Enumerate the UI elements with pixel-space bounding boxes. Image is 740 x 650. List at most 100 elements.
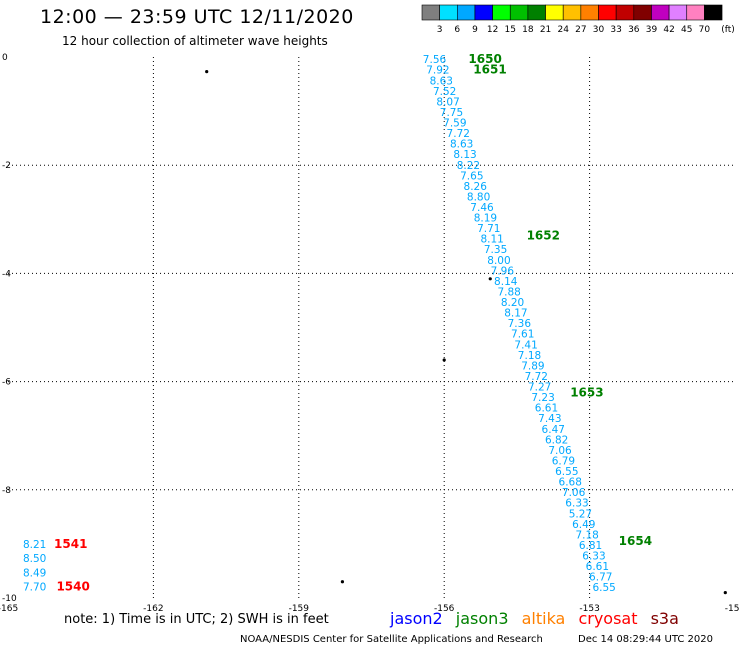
wave-height-label: 8.21 [23, 539, 46, 551]
wave-height-label: 8.19 [474, 213, 497, 225]
wave-height-label: 8.00 [487, 255, 510, 267]
wave-height-label: 6.79 [552, 455, 575, 467]
y-tick-label: -2 [2, 161, 11, 171]
wave-height-label: 5.27 [569, 508, 592, 520]
pass-time-label: 1540 [56, 580, 89, 594]
y-tick-label: -4 [2, 269, 11, 279]
wave-height-label: 7.43 [538, 413, 561, 425]
wave-height-label: 6.81 [579, 540, 602, 552]
y-tick-label: -8 [2, 486, 11, 496]
wave-height-label: 6.55 [555, 466, 578, 478]
pass-time-label: 1650 [468, 52, 501, 66]
wave-height-label: 7.41 [514, 339, 537, 351]
colorbar-level: 9 [472, 25, 478, 35]
legend-s3a: s3a [650, 609, 679, 628]
wave-height-label: 8.20 [501, 297, 524, 309]
x-tick-label: -159 [289, 604, 310, 614]
legend-cryosat: cryosat [578, 609, 638, 628]
footer-credit: NOAA/NESDIS Center for Satellite Applica… [240, 634, 543, 645]
wave-height-label: 7.70 [23, 582, 46, 594]
colorbar-level: 27 [575, 25, 586, 35]
page-title: 12:00 — 23:59 UTC 12/11/2020 [40, 6, 354, 28]
colorbar-level: 39 [646, 25, 658, 35]
x-tick-label: -165 [0, 604, 18, 614]
colorbar-level: 3 [437, 25, 443, 35]
island-marker [205, 70, 209, 74]
colorbar-level: 30 [593, 25, 605, 35]
wave-height-label: 7.56 [423, 54, 447, 66]
wave-height-label: 8.80 [467, 191, 490, 203]
footer-note: note: 1) Time is in UTC; 2) SWH is in fe… [64, 612, 329, 627]
wave-height-label: 7.65 [460, 170, 483, 182]
wave-height-label: 8.63 [430, 75, 453, 87]
island-marker [340, 580, 345, 584]
colorbar-level: 6 [454, 25, 460, 35]
colorbar-swatch [704, 4, 723, 21]
wave-height-label: 7.75 [440, 107, 463, 119]
island-marker [488, 277, 492, 281]
colorbar-level: 15 [505, 25, 516, 35]
colorbar-level: 42 [663, 25, 674, 35]
wave-height-label: 7.06 [548, 445, 572, 457]
wave-height-label: 6.68 [559, 477, 582, 489]
wave-height-colorbar: 3 6 9 12 15 18 21 24 27 30 33 36 39 42 45 70 (ft) [421, 4, 735, 35]
colorbar-level: 24 [557, 25, 569, 35]
y-tick-label: -6 [2, 378, 11, 388]
wave-height-label: 7.35 [484, 244, 507, 256]
island-marker [723, 590, 727, 595]
wave-height-label: 7.06 [562, 487, 586, 499]
colorbar-level: 21 [540, 25, 551, 35]
x-tick-label: -162 [143, 604, 163, 614]
wave-height-label: 8.07 [436, 96, 459, 108]
legend-jason2: jason2 [390, 609, 443, 628]
wave-height-label: 7.23 [531, 392, 554, 404]
wave-height-label: 7.36 [508, 318, 532, 330]
colorbar-unit: (ft) [721, 25, 735, 35]
wave-height-label: 8.50 [23, 553, 46, 565]
wave-height-label: 7.72 [525, 371, 548, 383]
colorbar-level: 45 [681, 25, 692, 35]
wave-height-label: 6.55 [592, 582, 615, 594]
footer-timestamp: Dec 14 08:29:44 UTC 2020 [578, 634, 713, 645]
wave-height-label: 7.89 [521, 360, 544, 372]
wave-height-label: 6.82 [545, 434, 568, 446]
wave-height-label: 8.17 [504, 308, 527, 320]
wave-height-label: 7.96 [491, 265, 515, 277]
wave-height-label: 7.46 [470, 202, 494, 214]
wave-height-label: 6.33 [565, 498, 588, 510]
wave-height-label: 6.47 [542, 424, 565, 436]
pass-time-label: 1541 [54, 537, 87, 551]
satellite-legend: jason2 jason3 altika cryosat s3a [390, 609, 687, 628]
wave-height-label: 8.22 [457, 160, 480, 172]
wave-height-label: 6.33 [582, 550, 605, 562]
wave-height-label: 7.27 [528, 382, 551, 394]
pass-time-label: 1653 [570, 385, 603, 399]
pass-time-label: 1652 [527, 229, 560, 243]
pass-time-label: 1654 [619, 534, 652, 548]
legend-jason3: jason3 [455, 609, 509, 628]
wave-height-label: 8.11 [480, 234, 503, 246]
wave-height-label: 7.52 [433, 86, 456, 98]
x-tick-label: -156 [434, 604, 455, 614]
wave-height-label: 8.26 [464, 181, 488, 193]
y-tick-label: 0 [2, 53, 8, 63]
wave-height-label: 7.88 [497, 286, 520, 298]
wave-height-label: 6.49 [572, 519, 595, 531]
colorbar-level: 70 [699, 25, 711, 35]
colorbar-level: 12 [487, 25, 498, 35]
wave-height-label: 7.72 [447, 128, 470, 140]
x-tick-label: -153 [579, 604, 599, 614]
island-marker [442, 358, 446, 362]
colorbar-level: 36 [628, 25, 640, 35]
wave-height-label: 7.92 [426, 65, 449, 77]
wave-height-label: 7.71 [477, 223, 500, 235]
wave-height-label: 8.13 [453, 149, 476, 161]
wave-height-label: 7.61 [511, 329, 534, 341]
pass-time-label: 1651 [473, 62, 506, 76]
colorbar-level: 18 [522, 25, 534, 35]
y-tick-label: -10 [2, 594, 17, 604]
wave-height-label: 8.49 [23, 567, 46, 579]
wave-height-label: 7.18 [575, 529, 598, 541]
wave-height-label: 8.63 [450, 139, 473, 151]
